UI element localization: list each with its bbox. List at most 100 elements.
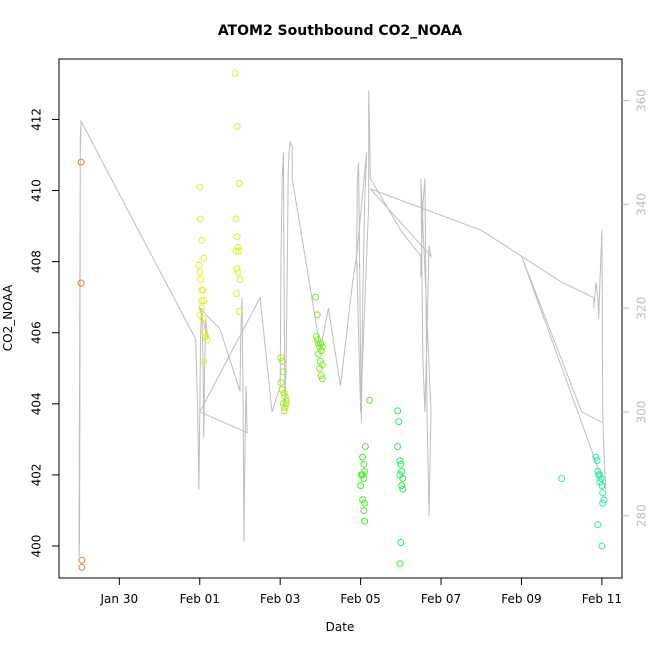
right-y-tick-label: 360 <box>635 89 649 112</box>
data-point <box>596 471 604 479</box>
data-point <box>233 123 241 130</box>
data-point <box>593 457 601 465</box>
y-axis-right: 280 300 320 340 360 <box>622 89 649 527</box>
data-point <box>77 279 85 287</box>
right-y-tick-label: 300 <box>635 400 649 423</box>
data-point <box>281 393 289 401</box>
data-point <box>398 467 406 475</box>
data-point <box>598 542 606 550</box>
data-point <box>278 357 286 365</box>
data-point <box>232 247 240 255</box>
data-point <box>282 400 290 408</box>
data-point <box>234 243 242 251</box>
data-point <box>277 354 285 362</box>
data-point <box>201 329 209 337</box>
data-point <box>77 158 85 166</box>
data-point <box>202 332 210 340</box>
data-point <box>361 499 369 507</box>
data-point <box>598 482 606 490</box>
x-tick-label: Feb 11 <box>582 592 622 606</box>
x-tick-label: Feb 07 <box>421 592 461 606</box>
y-tick-label: 412 <box>30 108 44 131</box>
data-point <box>316 339 324 347</box>
data-point <box>596 478 604 486</box>
data-point <box>357 471 365 479</box>
data-point <box>235 247 243 255</box>
data-point <box>278 386 286 394</box>
data-point <box>312 332 320 340</box>
data-point <box>359 496 367 504</box>
data-point <box>360 475 368 482</box>
data-point <box>592 453 600 461</box>
right-y-tick-label: 280 <box>635 504 649 527</box>
x-tick-label: Feb 09 <box>501 592 541 606</box>
x-tick-label: Feb 01 <box>180 592 220 606</box>
data-point <box>594 521 602 529</box>
data-point <box>277 379 285 386</box>
data-point <box>199 286 207 294</box>
right-y-tick-label: 340 <box>635 193 649 216</box>
data-point <box>597 475 605 482</box>
y-axis-label: CO2_NOAA <box>1 284 15 351</box>
data-point <box>78 563 86 571</box>
data-point <box>200 357 208 365</box>
data-point <box>361 443 369 450</box>
data-point <box>394 407 402 415</box>
x-axis-label: Date <box>326 620 355 634</box>
data-point <box>200 297 208 305</box>
data-point <box>236 275 244 283</box>
data-point <box>318 375 326 383</box>
data-point <box>281 403 289 411</box>
line-layer <box>78 90 607 558</box>
data-point <box>316 364 324 372</box>
y-axis-left: 400 402 404 406 408 410 412 <box>30 108 59 557</box>
data-point <box>397 539 405 546</box>
data-point <box>198 297 206 305</box>
data-point <box>313 311 321 319</box>
data-point <box>232 215 240 223</box>
data-point <box>398 482 406 490</box>
data-point <box>361 517 369 525</box>
data-point <box>314 350 322 358</box>
data-point <box>314 339 322 347</box>
data-point <box>394 443 402 450</box>
data-point <box>600 496 608 504</box>
data-point <box>360 460 368 468</box>
data-point <box>197 215 205 223</box>
data-point <box>196 268 204 276</box>
data-point <box>235 179 243 187</box>
data-point <box>357 482 365 490</box>
data-point <box>312 293 320 301</box>
data-point <box>198 236 206 244</box>
data-point <box>317 371 325 379</box>
y-tick-label: 408 <box>30 250 44 273</box>
data-point <box>316 343 324 351</box>
data-point <box>396 560 404 568</box>
data-point <box>235 307 243 315</box>
data-point <box>234 268 242 276</box>
data-point <box>360 507 368 514</box>
chart-title: ATOM2 Southbound CO2_NOAA <box>218 23 463 39</box>
right-y-tick-label: 320 <box>635 297 649 320</box>
y-tick-label: 402 <box>30 463 44 486</box>
data-point <box>233 233 241 241</box>
data-point <box>395 418 403 426</box>
data-point <box>359 453 367 461</box>
x-tick-label: Jan 30 <box>100 592 139 606</box>
data-point <box>233 290 241 298</box>
data-point <box>199 315 207 322</box>
data-point <box>399 485 407 493</box>
secondary-line <box>78 90 607 558</box>
data-point <box>594 467 602 475</box>
y-tick-label: 410 <box>30 179 44 202</box>
data-point <box>397 460 405 468</box>
data-point <box>279 368 287 376</box>
data-point <box>366 396 373 404</box>
data-point <box>316 357 324 365</box>
y-tick-label: 404 <box>30 392 44 415</box>
data-point <box>399 475 407 482</box>
data-point <box>198 304 206 312</box>
data-point <box>78 556 86 564</box>
data-point <box>203 336 211 344</box>
